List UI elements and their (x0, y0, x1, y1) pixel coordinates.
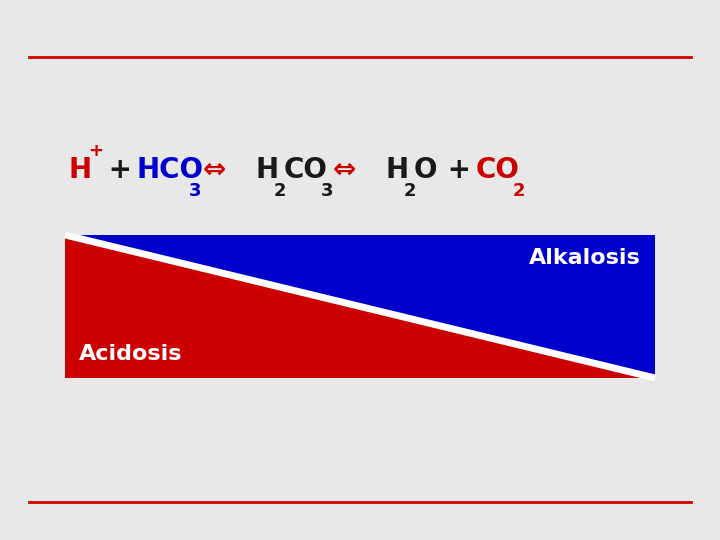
Text: +: + (438, 156, 480, 184)
Text: 3: 3 (320, 181, 333, 200)
Text: CO: CO (284, 156, 328, 184)
Bar (65, 235, 655, 378)
Text: H: H (68, 156, 91, 184)
Text: ⇔: ⇔ (203, 156, 226, 184)
Text: CO: CO (475, 156, 519, 184)
Text: ⇔: ⇔ (333, 156, 356, 184)
Text: O: O (413, 156, 437, 184)
Text: 2: 2 (513, 181, 525, 200)
Text: Acidosis: Acidosis (79, 345, 183, 364)
Text: +: + (99, 156, 141, 184)
Text: H: H (385, 156, 408, 184)
Text: HCO: HCO (137, 156, 204, 184)
Text: +: + (88, 142, 103, 160)
Text: H: H (256, 156, 279, 184)
Polygon shape (65, 235, 655, 378)
Text: 2: 2 (403, 181, 415, 200)
Text: 3: 3 (189, 181, 201, 200)
Text: 2: 2 (274, 181, 286, 200)
Text: Alkalosis: Alkalosis (529, 248, 641, 268)
